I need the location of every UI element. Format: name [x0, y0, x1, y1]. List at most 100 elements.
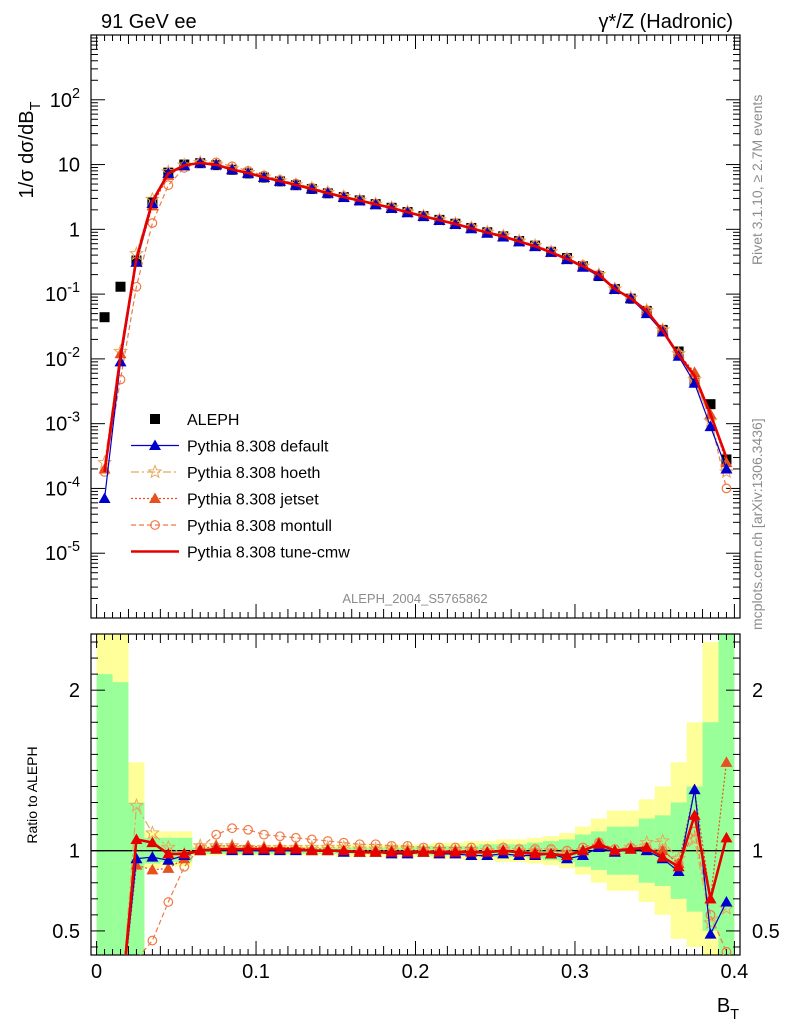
montull-point [163, 897, 174, 907]
tune-cmw-point [146, 836, 159, 848]
tune-cmw-point [369, 846, 382, 857]
tune-cmw-point [417, 846, 430, 857]
legend-item-data: ALEPH [150, 412, 239, 429]
y-tick-label: 10 [58, 155, 80, 177]
tune-cmw-point [640, 841, 653, 852]
default-point [149, 439, 161, 450]
jetset-point [688, 366, 701, 377]
y-tick-label: 10-2 [45, 345, 80, 371]
montull-point [147, 218, 158, 228]
tune-cmw-point [385, 846, 398, 857]
y-tick-label: 102 [50, 86, 80, 112]
tune-cmw-point [273, 843, 286, 854]
legend-label: Pythia 8.308 hoeth [187, 465, 320, 482]
default-point [98, 492, 111, 503]
legend-item-tune_cmw: Pythia 8.308 tune-cmw [131, 545, 350, 562]
x-tick-label: 0.4 [721, 961, 749, 983]
tune-cmw-point [194, 844, 207, 856]
hoeth-point [655, 833, 671, 848]
ratio-series-tune_cmw [124, 809, 733, 955]
jetset-point [656, 844, 669, 856]
jetset-point [720, 756, 733, 767]
montull-point [721, 483, 732, 494]
tune-cmw-point [560, 849, 573, 860]
tune-cmw-point [162, 847, 175, 859]
tune-cmw-point [321, 844, 334, 856]
legend-label: Pythia 8.308 default [187, 439, 329, 456]
data-point [150, 414, 160, 424]
tune-cmw-point [258, 843, 271, 854]
header-right: γ*/Z (Hadronic) [599, 11, 733, 33]
legend-label: Pythia 8.308 jetset [187, 492, 319, 509]
x-tick-label: 0.1 [242, 961, 270, 983]
tune-cmw-point [465, 846, 478, 857]
y-tick-label: 10-5 [45, 539, 80, 565]
montull-point [259, 829, 269, 840]
x-tick-label: 0.2 [402, 961, 430, 983]
legend-item-default: Pythia 8.308 default [131, 439, 329, 456]
rivet-version-label: Rivet 3.1.10, ≥ 2.7M events [749, 95, 765, 265]
tune-cmw-point [289, 843, 302, 854]
y-tick-label: 1 [69, 219, 80, 241]
analysis-id: ALEPH_2004_S5765862 [342, 591, 487, 606]
montull-point [227, 823, 238, 834]
tune-cmw-point [433, 846, 446, 857]
tune-cmw-point [592, 838, 605, 849]
tune-cmw-point [704, 892, 717, 904]
tune-cmw-point [656, 851, 669, 862]
jetset-point [162, 862, 175, 873]
legend-label: Pythia 8.308 tune-cmw [187, 545, 350, 562]
ratio-line-tune_cmw [124, 815, 728, 955]
jetset-point [146, 863, 159, 875]
montull-point [705, 909, 716, 920]
hoeth-point [718, 464, 734, 479]
ratio-y-axis-label: Ratio to ALEPH [24, 746, 40, 843]
y-tick-label: 10-4 [45, 474, 80, 500]
ratio-line-montull [139, 827, 727, 955]
legend-item-montull: Pythia 8.308 montull [131, 518, 332, 535]
tune-cmw-point [449, 846, 462, 857]
ratio-y-tick-label-right: 2 [752, 680, 763, 702]
tune-cmw-point [337, 844, 350, 856]
series-line-tune_cmw [103, 161, 728, 473]
ratio-frame [90, 633, 741, 956]
default-point [720, 896, 733, 907]
montull-point [243, 824, 253, 835]
tune-cmw-point [513, 846, 526, 857]
data-point [99, 312, 110, 323]
legend-item-hoeth: Pythia 8.308 hoeth [131, 464, 320, 482]
default-point [162, 854, 175, 865]
tune-cmw-point [130, 833, 143, 844]
default-point [146, 851, 159, 862]
y-tick-label: 10-1 [45, 280, 80, 306]
ratio-y-tick-label: 1 [69, 841, 80, 863]
tune-cmw-point [210, 843, 223, 854]
tune-cmw-point [688, 809, 701, 820]
legend-label: ALEPH [187, 412, 239, 429]
tune-cmw-point [529, 847, 542, 859]
main-y-axis-label: 1/σ dσ/dBT [16, 101, 44, 198]
hoeth-point [703, 915, 718, 930]
tune-cmw-point [242, 843, 255, 854]
hoeth-point [147, 464, 163, 479]
band-inner [112, 682, 129, 955]
tune-cmw-point [305, 844, 318, 856]
y-tick-label: 10-3 [45, 410, 80, 436]
tune-cmw-point [576, 844, 589, 856]
band-inner [96, 674, 113, 955]
jetset-point [149, 492, 161, 503]
header-left: 91 GeV ee [101, 11, 197, 33]
main-series [97, 154, 734, 503]
ratio-y-tick-label-right: 0.5 [752, 921, 780, 943]
tune-cmw-point [624, 843, 637, 854]
montull-point [150, 520, 160, 530]
tune-cmw-point [178, 847, 191, 859]
series-tune_cmw [103, 161, 728, 473]
data-point [705, 399, 716, 410]
tune-cmw-point [672, 860, 685, 872]
tune-cmw-point [608, 844, 621, 856]
default-point [720, 462, 733, 474]
jetset-point [720, 456, 733, 468]
x-tick-label: 0.3 [561, 961, 589, 983]
x-axis-label: BT [717, 995, 739, 1023]
